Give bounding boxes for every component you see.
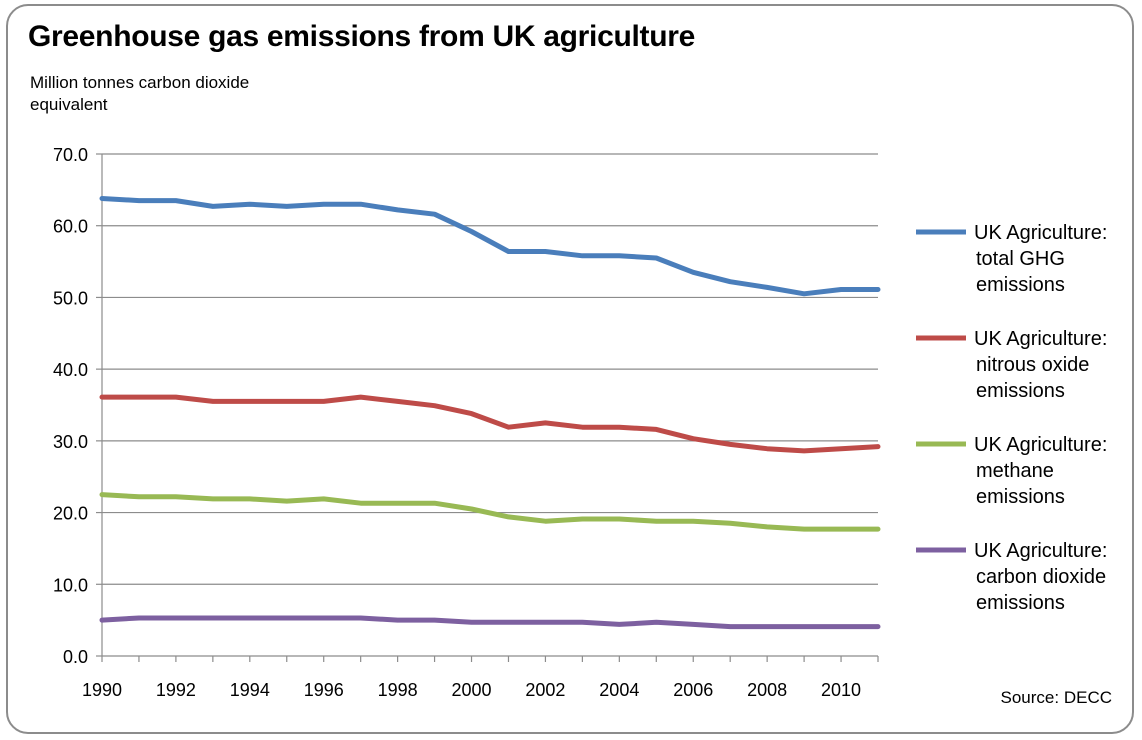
x-tick-label: 1996 <box>304 680 344 700</box>
x-tick-label: 2008 <box>747 680 787 700</box>
legend-label-line: emissions <box>976 274 1065 296</box>
y-tick-label: 60.0 <box>53 217 88 237</box>
x-tick-label: 2004 <box>599 680 639 700</box>
x-tick-label: 1992 <box>156 680 196 700</box>
tick-labels: 0.0 10.0 20.0 30.0 40.0 50.0 60.0 70.0 1990 1992 1… <box>53 145 861 700</box>
legend-label-line: carbon dioxide <box>976 566 1106 588</box>
series-line-1 <box>99 196 881 297</box>
series-lines <box>99 196 881 630</box>
x-tick-label: 2006 <box>673 680 713 700</box>
legend-label-2: UK Agriculture: nitrous oxide emissions <box>974 328 1107 402</box>
y-axis-label: Million tonnes carbon dioxide equivalent <box>30 73 250 114</box>
y-tick-label: 40.0 <box>53 360 88 380</box>
legend-label-line: emissions <box>976 592 1065 614</box>
legend-label-line: nitrous oxide <box>976 354 1089 376</box>
series-line-4 <box>99 615 881 630</box>
legend-label-line: emissions <box>976 486 1065 508</box>
chart-title: Greenhouse gas emissions from UK agricul… <box>28 20 695 53</box>
legend-label-line: UK Agriculture: <box>974 328 1107 350</box>
legend-label-1: UK Agriculture: total GHG emissions <box>974 222 1107 296</box>
legend-label-line: total GHG <box>976 248 1065 270</box>
y-tick-label: 0.0 <box>63 647 88 667</box>
legend-label-3: UK Agriculture: methane emissions <box>974 434 1107 508</box>
x-tick-label: 2002 <box>525 680 565 700</box>
axes <box>96 153 879 662</box>
legend-label-line: emissions <box>976 380 1065 402</box>
y-tick-label: 10.0 <box>53 575 88 595</box>
legend-label-line: UK Agriculture: <box>974 434 1107 456</box>
x-tick-label: 1998 <box>378 680 418 700</box>
source-note: Source: DECC <box>1000 688 1112 707</box>
y-tick-label: 50.0 <box>53 288 88 308</box>
x-tick-label: 2000 <box>452 680 492 700</box>
gridlines <box>102 153 878 585</box>
y-tick-label: 30.0 <box>53 432 88 452</box>
series-line-3 <box>99 492 881 532</box>
x-tick-label: 1994 <box>230 680 270 700</box>
x-tick-label: 2010 <box>821 680 861 700</box>
legend-label-line: methane <box>976 460 1054 482</box>
y-tick-label: 20.0 <box>53 504 88 524</box>
series-line-2 <box>99 394 881 454</box>
legend-label-line: UK Agriculture: <box>974 222 1107 244</box>
legend-label-line: UK Agriculture: <box>974 540 1107 562</box>
legend-label-4: UK Agriculture: carbon dioxide emissions <box>974 540 1107 614</box>
y-tick-label: 70.0 <box>53 145 88 165</box>
x-tick-label: 1990 <box>82 680 122 700</box>
